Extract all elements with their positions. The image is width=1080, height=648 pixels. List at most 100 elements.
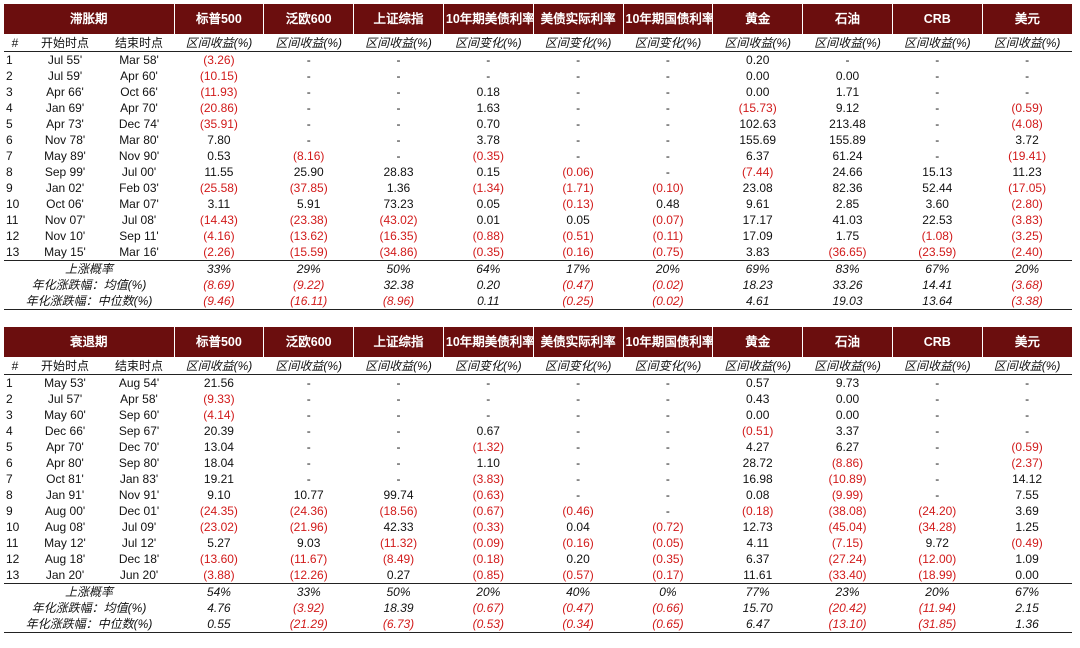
value-cell: 11.55 <box>204 165 234 179</box>
table-row: 13 May 15' Mar 16' (2.26) (15.59) (34.86) (0.3… <box>4 244 1072 261</box>
start-date: May 53' <box>44 376 86 390</box>
row-index: 13 <box>6 568 20 582</box>
value-cell: 17.17 <box>742 213 773 227</box>
row-index: 6 <box>6 133 13 147</box>
value-cell: 0.00 <box>835 408 860 422</box>
summary-value: 67% <box>982 583 1072 600</box>
value-cell: (0.16) <box>562 536 594 550</box>
summary-value: 0.11 <box>443 293 534 310</box>
value-cell: - <box>935 408 940 422</box>
summary-row: 年化涨跌幅：中位数(%) 0.55 (21.29) (6.73) (0.53) (0.34… <box>4 616 1072 633</box>
start-date: Apr 66' <box>46 85 84 99</box>
value-cell: 0.04 <box>566 520 590 534</box>
end-date: Apr 58' <box>120 392 158 406</box>
value-cell: (8.86) <box>831 456 864 470</box>
value-cell: 3.83 <box>746 245 770 259</box>
table-row: 4 Jan 69' Apr 70' (20.86) - - 1.63 - - (15.73) 9.1… <box>4 100 1072 116</box>
value-cell: - <box>935 133 940 147</box>
value-cell: - <box>306 408 311 422</box>
value-cell: 5.91 <box>297 197 321 211</box>
value-cell: 4.11 <box>746 536 769 550</box>
row-index: 10 <box>6 520 20 534</box>
value-cell: (1.71) <box>562 181 594 195</box>
end-date: Mar 16' <box>119 245 159 259</box>
end-date: Dec 01' <box>118 504 160 518</box>
value-cell: 3.60 <box>925 197 949 211</box>
summary-label: 年化涨跌幅：均值(%) <box>31 601 147 615</box>
table-row: 10 Oct 06' Mar 07' 3.11 5.91 73.23 0.05 (0.13) 0… <box>4 196 1072 212</box>
table-row: 5 Apr 73' Dec 74' (35.91) - - 0.70 - - 102.63 213.… <box>4 116 1072 132</box>
unit-header: 区间收益(%) <box>263 34 354 52</box>
summary-value: 20% <box>623 260 713 277</box>
value-cell: - <box>665 504 670 518</box>
value-cell: 9.12 <box>835 101 860 115</box>
summary-value: 33% <box>263 583 354 600</box>
summary-value: 50% <box>353 583 444 600</box>
summary-value: 15.70 <box>742 601 773 615</box>
value-cell: (36.65) <box>828 245 867 259</box>
value-cell: (1.34) <box>472 181 504 195</box>
value-cell: (33.40) <box>828 568 867 582</box>
start-header: 开始时点 <box>26 357 104 375</box>
value-cell: (0.72) <box>652 520 684 534</box>
summary-value: (3.68) <box>1011 278 1043 292</box>
value-cell: (0.88) <box>472 229 504 243</box>
start-date: May 60' <box>44 408 86 422</box>
table-row: 1 Jul 55' Mar 58' (3.26) - - - - - 0.20 - - - <box>4 52 1072 69</box>
value-cell: 11.23 <box>1012 165 1042 179</box>
summary-value: (8.69) <box>203 278 235 292</box>
value-cell: - <box>1025 408 1030 422</box>
value-cell: 213.48 <box>829 117 866 131</box>
value-cell: 16.98 <box>742 472 773 486</box>
value-cell: 0.00 <box>746 408 770 422</box>
unit-header: 区间收益(%) <box>892 357 983 375</box>
value-cell: (0.49) <box>1011 536 1043 550</box>
value-cell: (21.96) <box>289 520 328 534</box>
end-date: Jul 00' <box>121 165 157 179</box>
column-header: CRB <box>892 327 983 357</box>
value-cell: (0.18) <box>742 504 774 518</box>
value-cell: 25.90 <box>293 165 324 179</box>
value-cell: 102.63 <box>739 117 777 131</box>
value-cell: - <box>576 101 581 115</box>
value-cell: - <box>396 376 401 390</box>
value-cell: - <box>1025 85 1030 99</box>
value-cell: (35.91) <box>199 117 238 131</box>
value-cell: (0.59) <box>1011 101 1043 115</box>
summary-value: 18.23 <box>742 278 773 292</box>
value-cell: 15.13 <box>922 165 953 179</box>
start-date: Sep 99' <box>44 165 86 179</box>
value-cell: - <box>935 101 940 115</box>
start-date: May 89' <box>44 149 86 163</box>
value-cell: 1.75 <box>835 229 860 243</box>
start-date: Apr 73' <box>46 117 84 131</box>
value-cell: - <box>665 69 670 83</box>
summary-value: 33.26 <box>832 278 863 292</box>
summary-value: 32.38 <box>383 278 414 292</box>
value-cell: - <box>486 392 491 406</box>
value-cell: (3.25) <box>1011 229 1043 243</box>
end-date: Sep 11' <box>119 229 159 243</box>
value-cell: 0.18 <box>476 85 500 99</box>
summary-value: 1.36 <box>982 616 1072 633</box>
value-cell: - <box>576 408 581 422</box>
value-cell: (9.99) <box>831 488 864 502</box>
summary-value: 23% <box>802 583 893 600</box>
summary-value: 67% <box>892 260 983 277</box>
value-cell: (0.35) <box>472 149 504 163</box>
value-cell: 4.27 <box>746 440 770 454</box>
value-cell: - <box>396 392 401 406</box>
value-cell: (38.08) <box>828 504 867 518</box>
value-cell: (0.09) <box>472 536 504 550</box>
value-cell: 11.61 <box>743 568 773 582</box>
value-cell: (24.20) <box>918 504 957 518</box>
value-cell: (0.35) <box>652 552 684 566</box>
value-cell: - <box>396 149 401 163</box>
unit-header: 区间收益(%) <box>174 34 264 52</box>
summary-value: 2.15 <box>1015 601 1039 615</box>
start-date: Nov 10' <box>44 229 86 243</box>
value-cell: - <box>1025 69 1030 83</box>
value-cell: 9.10 <box>207 488 231 502</box>
value-cell: - <box>935 117 940 131</box>
value-cell: - <box>665 149 670 163</box>
